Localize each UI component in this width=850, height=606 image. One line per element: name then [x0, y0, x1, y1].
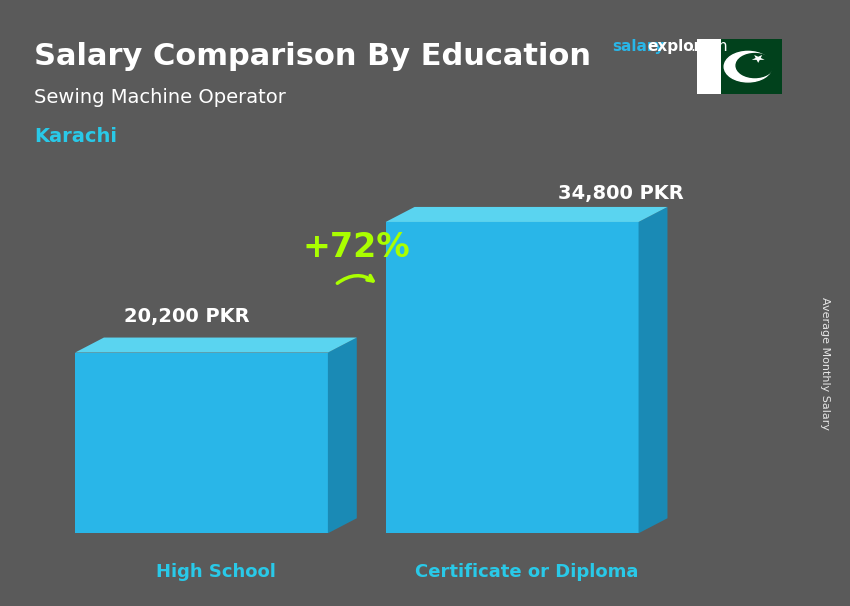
FancyBboxPatch shape — [718, 39, 782, 94]
Polygon shape — [328, 338, 357, 533]
FancyBboxPatch shape — [697, 39, 721, 94]
Text: +72%: +72% — [303, 231, 411, 264]
Text: salary: salary — [612, 39, 665, 55]
Text: 20,200 PKR: 20,200 PKR — [124, 307, 250, 326]
Text: Average Monthly Salary: Average Monthly Salary — [819, 297, 830, 430]
Text: Salary Comparison By Education: Salary Comparison By Education — [34, 42, 591, 72]
Circle shape — [724, 52, 772, 82]
Text: 34,800 PKR: 34,800 PKR — [558, 184, 683, 203]
FancyBboxPatch shape — [386, 222, 638, 533]
Text: Karachi: Karachi — [34, 127, 117, 146]
Text: explorer: explorer — [648, 39, 720, 55]
Polygon shape — [386, 207, 667, 222]
Text: .com: .com — [690, 39, 728, 55]
Text: Sewing Machine Operator: Sewing Machine Operator — [34, 88, 286, 107]
Circle shape — [736, 53, 774, 78]
Text: High School: High School — [156, 564, 276, 581]
Polygon shape — [751, 55, 765, 63]
Polygon shape — [638, 207, 667, 533]
Text: Certificate or Diploma: Certificate or Diploma — [415, 564, 638, 581]
Polygon shape — [75, 338, 357, 353]
FancyBboxPatch shape — [75, 353, 328, 533]
